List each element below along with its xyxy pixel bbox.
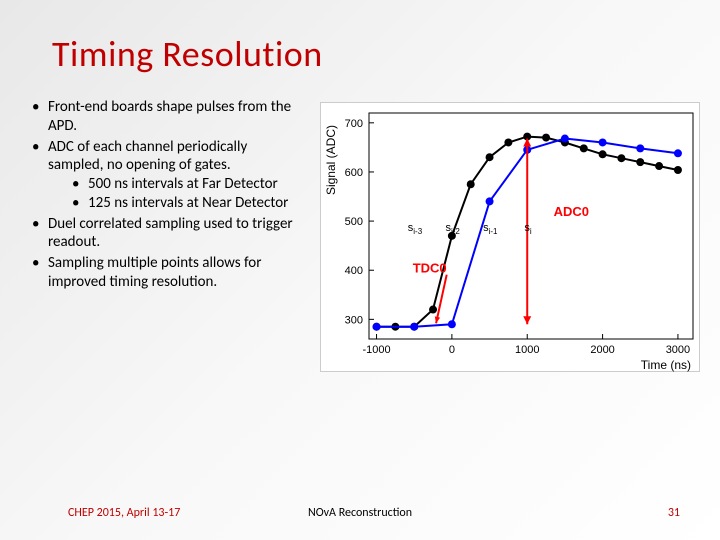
svg-text:3000: 3000 — [666, 344, 690, 356]
svg-text:400: 400 — [345, 265, 363, 277]
footer-date: CHEP 2015, April 13-17 — [68, 506, 180, 520]
svg-text:600: 600 — [345, 167, 363, 179]
chart-container: -1000 0 1000 2000 3000 300 400 500 600 700 Time (n… — [302, 98, 700, 372]
bullet-4: Sampling multiple points allows for impr… — [28, 254, 302, 292]
footer-title: NOvA Reconstruction — [308, 506, 412, 520]
slide-container: Timing Resolution Front-end boards shape… — [0, 0, 720, 540]
svg-text:Time (ns): Time (ns) — [641, 358, 691, 372]
bullet-1: Front-end boards shape pulses from the A… — [28, 98, 302, 136]
bullet-2b: 125 ns intervals at Near Detector — [70, 194, 302, 213]
bullet-2a: 500 ns intervals at Far Detector — [70, 175, 302, 194]
svg-text:0: 0 — [449, 344, 455, 356]
bullet-2: ADC of each channel periodically sampled… — [28, 138, 302, 213]
svg-text:Signal (ADC): Signal (ADC) — [324, 125, 338, 195]
content-row: Front-end boards shape pulses from the A… — [0, 76, 720, 372]
svg-text:2000: 2000 — [590, 344, 614, 356]
slide-title: Timing Resolution — [0, 0, 720, 76]
svg-text:1000: 1000 — [515, 344, 539, 356]
bullet-3: Duel correlated sampling used to trigger… — [28, 215, 302, 253]
svg-text:300: 300 — [345, 314, 363, 326]
chart-svg: -1000 0 1000 2000 3000 300 400 500 600 700 Time (n… — [321, 103, 701, 373]
signal-chart: -1000 0 1000 2000 3000 300 400 500 600 700 Time (n… — [320, 102, 700, 372]
footer: CHEP 2015, April 13-17 NOvA Reconstructi… — [0, 506, 720, 520]
svg-text:-1000: -1000 — [362, 344, 390, 356]
bullet-list: Front-end boards shape pulses from the A… — [28, 98, 302, 372]
svg-text:500: 500 — [345, 216, 363, 228]
footer-page: 31 — [668, 506, 680, 520]
svg-text:700: 700 — [345, 118, 363, 130]
svg-text:TDC0: TDC0 — [413, 261, 447, 276]
svg-text:ADC0: ADC0 — [554, 204, 589, 219]
